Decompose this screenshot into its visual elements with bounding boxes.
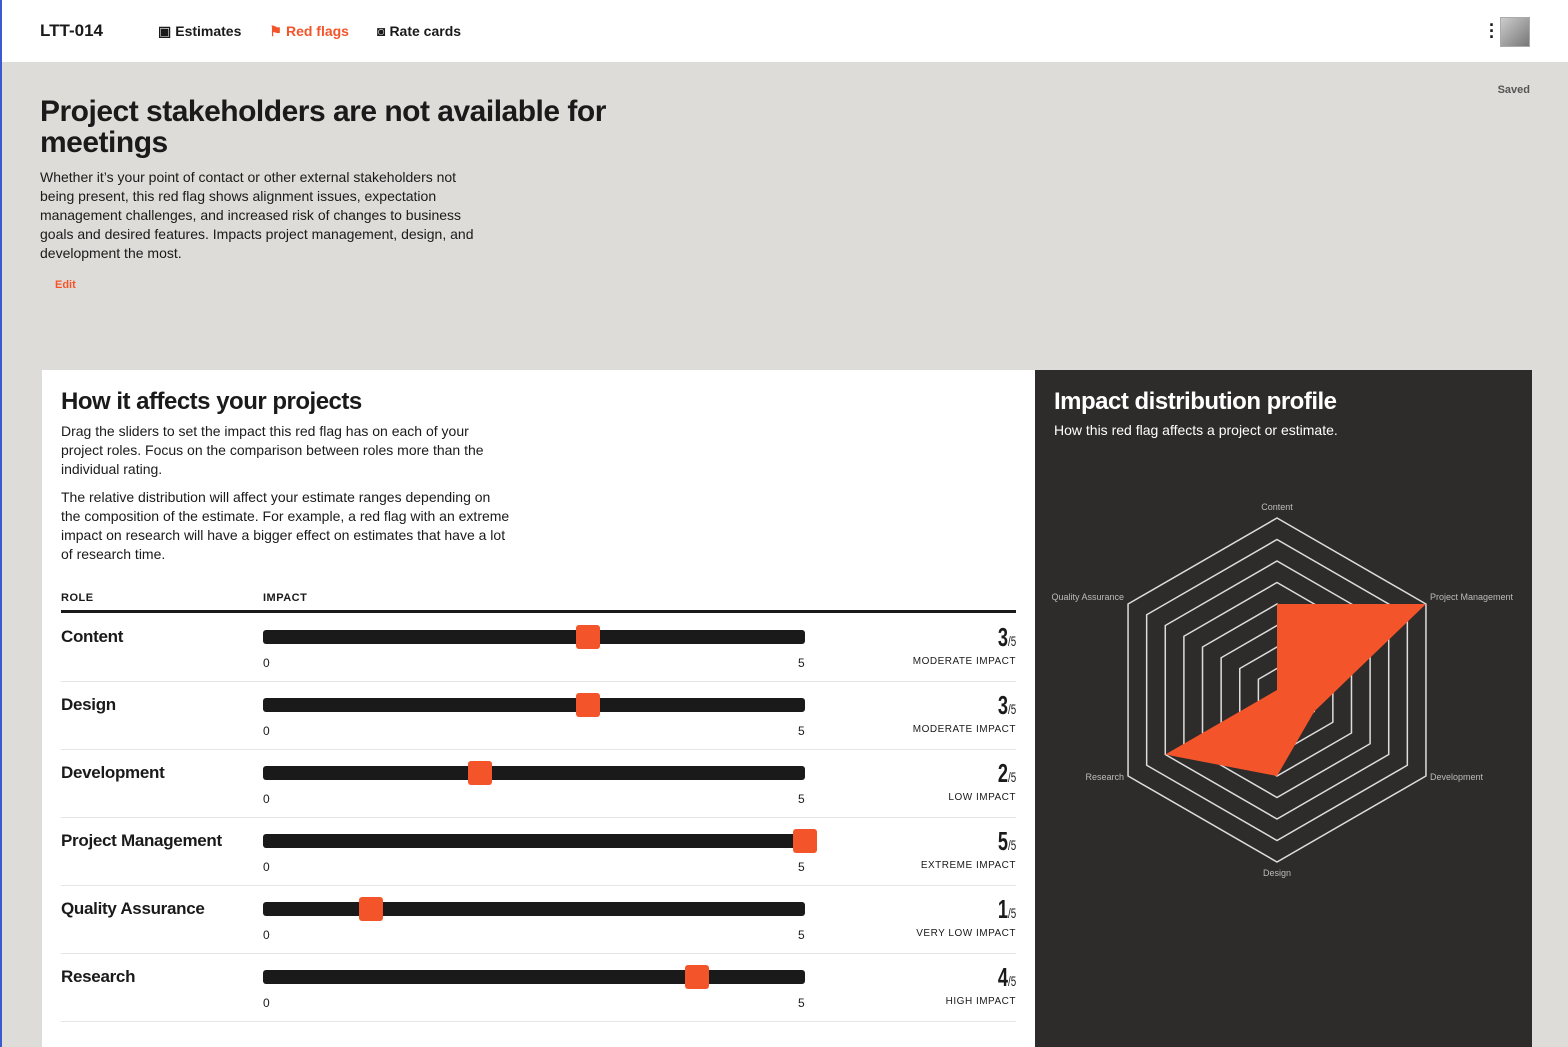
affects-note: The relative distribution will affect yo… <box>61 489 510 562</box>
radar-axis-label: Research <box>1086 772 1125 782</box>
slider-min: 0 <box>263 928 270 942</box>
slider-thumb[interactable] <box>576 625 601 649</box>
role-name: Design <box>61 695 116 714</box>
impact-level: LOW IMPACT <box>948 792 1016 803</box>
slider-thumb[interactable] <box>359 897 384 921</box>
impact-header: IMPACT <box>263 592 308 604</box>
role-row: Research 0 5 4/5 HIGH IMPACT <box>61 954 1016 1022</box>
role-row: Design 0 5 3/5 MODERATE IMPACT <box>61 682 1016 750</box>
nav-rate-cards[interactable]: ◙ Rate cards <box>376 23 462 39</box>
slider-max: 5 <box>798 724 805 738</box>
role-header: ROLE <box>61 592 94 604</box>
impact-score: 4/5 <box>997 962 1016 992</box>
role-name: Research <box>61 967 136 986</box>
slider-thumb[interactable] <box>684 965 709 989</box>
profile-panel: Impact distribution profile How this red… <box>1035 370 1532 1047</box>
impact-level: EXTREME IMPACT <box>920 860 1016 871</box>
impact-score: 3/5 <box>997 690 1016 720</box>
main-nav: ▣ Estimates ⚑ Red flags ◙ Rate cards <box>158 23 461 40</box>
impact-level: MODERATE IMPACT <box>912 656 1016 667</box>
slider-max: 5 <box>798 996 805 1010</box>
page-title: Project stakeholders are not available f… <box>40 95 606 159</box>
profile-title: Impact distribution profile <box>1054 388 1337 415</box>
affects-panel: How it affects your projects Drag the sl… <box>42 370 1035 1047</box>
impact-slider[interactable] <box>263 897 805 921</box>
role-name: Quality Assurance <box>61 899 205 918</box>
impact-level: MODERATE IMPACT <box>912 724 1016 735</box>
profile-subtitle: How this red flag affects a project or e… <box>1054 422 1338 438</box>
avatar[interactable] <box>1500 17 1530 47</box>
role-row: Content 0 5 3/5 MODERATE IMPACT <box>61 614 1016 682</box>
project-code: LTT-014 <box>40 21 103 40</box>
top-bar: LTT-014 ▣ Estimates ⚑ Red flags ◙ Rate card… <box>2 0 1568 62</box>
radar-axis-label: Development <box>1430 772 1484 782</box>
role-name: Content <box>61 627 124 646</box>
save-status: Saved <box>1497 84 1530 96</box>
affects-title: How it affects your projects <box>61 388 362 415</box>
slider-min: 0 <box>263 724 270 738</box>
impact-level: HIGH IMPACT <box>945 996 1016 1007</box>
impact-score: 2/5 <box>997 758 1016 788</box>
impact-score: 3/5 <box>997 622 1016 652</box>
impact-slider[interactable] <box>263 761 805 785</box>
slider-thumb[interactable] <box>467 761 492 785</box>
slider-max: 5 <box>798 656 805 670</box>
nav-estimates[interactable]: ▣ Estimates <box>158 22 242 40</box>
impact-slider[interactable] <box>263 829 817 853</box>
radar-axis-label: Content <box>1261 502 1293 512</box>
radar-area <box>1165 604 1426 776</box>
role-row: Development 0 5 2/5 LOW IMPACT <box>61 750 1016 818</box>
estimate-icon: ▣ <box>158 22 172 39</box>
role-name: Development <box>61 763 165 782</box>
edit-link[interactable]: Edit <box>55 279 76 291</box>
role-row: Quality Assurance 0 5 1/5 VERY LOW IMPAC… <box>61 886 1016 954</box>
radar-axis-label: Design <box>1263 868 1291 878</box>
role-row: Project Management 0 5 5/5 EXTREME IMPAC… <box>61 818 1016 886</box>
role-name: Project Management <box>61 831 222 850</box>
slider-thumb[interactable] <box>793 829 817 853</box>
slider-min: 0 <box>263 996 270 1010</box>
radar-chart: Content Project Management Development Desi… <box>1051 502 1514 878</box>
impact-score: 5/5 <box>997 826 1016 856</box>
impact-slider[interactable] <box>263 625 805 649</box>
header-divider <box>61 610 1016 613</box>
impact-level: VERY LOW IMPACT <box>916 928 1016 939</box>
slider-min: 0 <box>263 656 270 670</box>
nav-red-flags[interactable]: ⚑ Red flags <box>269 22 349 40</box>
slider-thumb[interactable] <box>576 693 601 717</box>
slider-max: 5 <box>798 792 805 806</box>
slider-max: 5 <box>798 928 805 942</box>
radar-axis-label: Quality Assurance <box>1051 592 1124 602</box>
slider-max: 5 <box>798 860 805 874</box>
impact-slider[interactable] <box>263 965 805 989</box>
radar-axis-label: Project Management <box>1430 592 1514 602</box>
slider-min: 0 <box>263 792 270 806</box>
rate-card-icon: ◙ <box>376 23 386 39</box>
flag-icon: ⚑ <box>269 22 282 39</box>
slider-min: 0 <box>263 860 270 874</box>
description: Whether it’s your point of contact or ot… <box>40 169 474 261</box>
impact-slider[interactable] <box>263 693 805 717</box>
kebab-icon[interactable]: · · · <box>1489 15 1495 47</box>
affects-intro: Drag the sliders to set the impact this … <box>61 423 484 477</box>
impact-score: 1/5 <box>997 894 1016 924</box>
